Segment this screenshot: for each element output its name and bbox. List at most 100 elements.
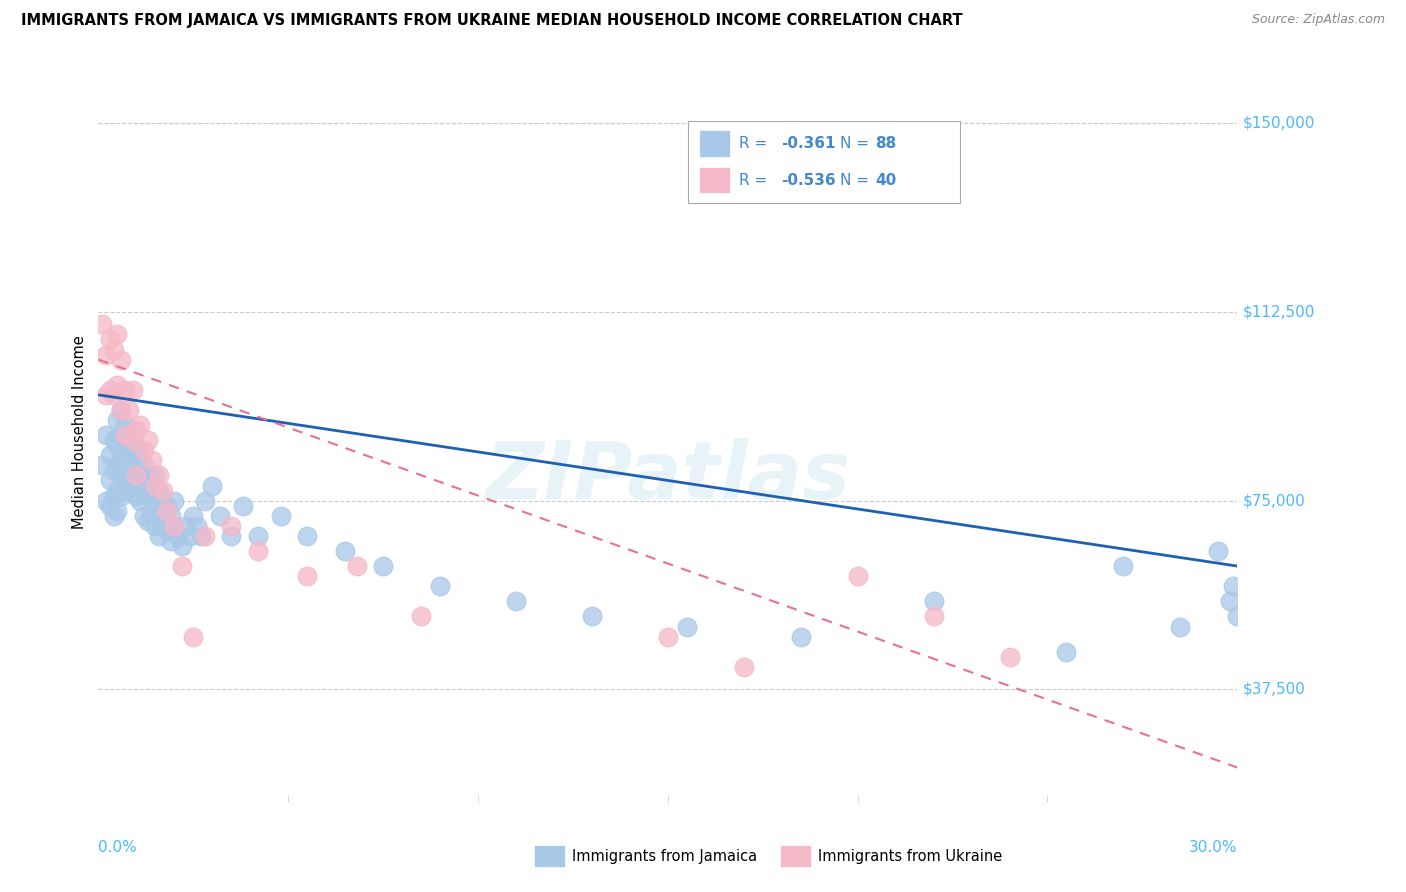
Point <box>129 418 152 433</box>
Point <box>657 630 679 644</box>
Point <box>129 493 152 508</box>
Point <box>246 544 269 558</box>
Point <box>103 388 125 402</box>
Point <box>145 493 167 508</box>
Text: 30.0%: 30.0% <box>1189 840 1237 855</box>
Point <box>156 524 179 538</box>
Point <box>505 594 527 608</box>
Point <box>1219 594 1241 608</box>
Point <box>114 483 136 498</box>
Point <box>110 403 132 417</box>
Point <box>186 518 208 533</box>
Point <box>125 468 148 483</box>
Point <box>141 453 163 467</box>
Point <box>411 609 433 624</box>
Point <box>114 463 136 477</box>
Point <box>110 428 132 442</box>
Point <box>121 474 143 488</box>
Point <box>98 383 121 397</box>
Point <box>94 428 117 442</box>
Point <box>110 403 132 417</box>
Point <box>98 448 121 462</box>
Point <box>270 508 292 523</box>
Point <box>221 518 243 533</box>
Point <box>148 468 170 483</box>
Point <box>110 468 132 483</box>
Text: Immigrants from Ukraine: Immigrants from Ukraine <box>818 849 1002 863</box>
Point <box>121 423 143 437</box>
Point <box>103 343 125 357</box>
Point <box>246 529 269 543</box>
Point <box>107 377 129 392</box>
Point <box>94 347 117 361</box>
Point <box>91 318 114 332</box>
Point <box>159 508 181 523</box>
Point <box>221 529 243 543</box>
Point <box>114 428 136 442</box>
Text: R =: R = <box>738 136 772 152</box>
Point <box>148 529 170 543</box>
Point <box>1226 609 1249 624</box>
Point <box>163 518 186 533</box>
Text: -0.536: -0.536 <box>780 173 835 187</box>
Point <box>132 443 155 458</box>
Point <box>148 483 170 498</box>
Point <box>114 383 136 397</box>
Point <box>179 529 201 543</box>
Text: 0.0%: 0.0% <box>98 840 138 855</box>
Point <box>132 458 155 473</box>
Point <box>152 483 174 498</box>
Text: ZIPatlas: ZIPatlas <box>485 438 851 516</box>
Point <box>114 443 136 458</box>
Point <box>114 418 136 433</box>
Text: R =: R = <box>738 173 772 187</box>
Point <box>121 383 143 397</box>
Point <box>201 478 224 492</box>
Point <box>232 499 254 513</box>
Point <box>163 518 186 533</box>
Point <box>346 559 368 574</box>
Point <box>194 529 217 543</box>
Text: $37,500: $37,500 <box>1243 682 1306 697</box>
Point <box>103 433 125 447</box>
Point <box>170 559 193 574</box>
Point <box>190 529 212 543</box>
Point <box>159 533 181 548</box>
Point <box>107 327 129 342</box>
Point <box>297 569 319 583</box>
Point <box>371 559 394 574</box>
Text: 88: 88 <box>875 136 896 152</box>
Point <box>121 433 143 447</box>
Point <box>125 443 148 458</box>
Text: IMMIGRANTS FROM JAMAICA VS IMMIGRANTS FROM UKRAINE MEDIAN HOUSEHOLD INCOME CORRE: IMMIGRANTS FROM JAMAICA VS IMMIGRANTS FR… <box>21 13 963 29</box>
Point <box>91 458 114 473</box>
Point <box>121 448 143 462</box>
Point <box>846 569 869 583</box>
Text: N =: N = <box>839 136 873 152</box>
Point <box>1112 559 1135 574</box>
Point <box>145 468 167 483</box>
Y-axis label: Median Household Income: Median Household Income <box>72 335 87 530</box>
Point <box>129 468 152 483</box>
Point <box>107 458 129 473</box>
Text: N =: N = <box>839 173 873 187</box>
Point <box>141 478 163 492</box>
Point <box>998 649 1021 664</box>
Point <box>136 489 159 503</box>
Point <box>118 458 141 473</box>
Point <box>94 493 117 508</box>
Point <box>152 493 174 508</box>
Point <box>174 518 197 533</box>
Point <box>136 433 159 447</box>
Point <box>183 630 205 644</box>
Point <box>581 609 603 624</box>
Point <box>194 493 217 508</box>
Point <box>132 508 155 523</box>
Point <box>118 403 141 417</box>
Point <box>136 468 159 483</box>
Text: $112,500: $112,500 <box>1243 304 1316 319</box>
Point <box>1170 619 1192 633</box>
Text: 40: 40 <box>875 173 896 187</box>
Point <box>156 499 179 513</box>
Point <box>125 468 148 483</box>
